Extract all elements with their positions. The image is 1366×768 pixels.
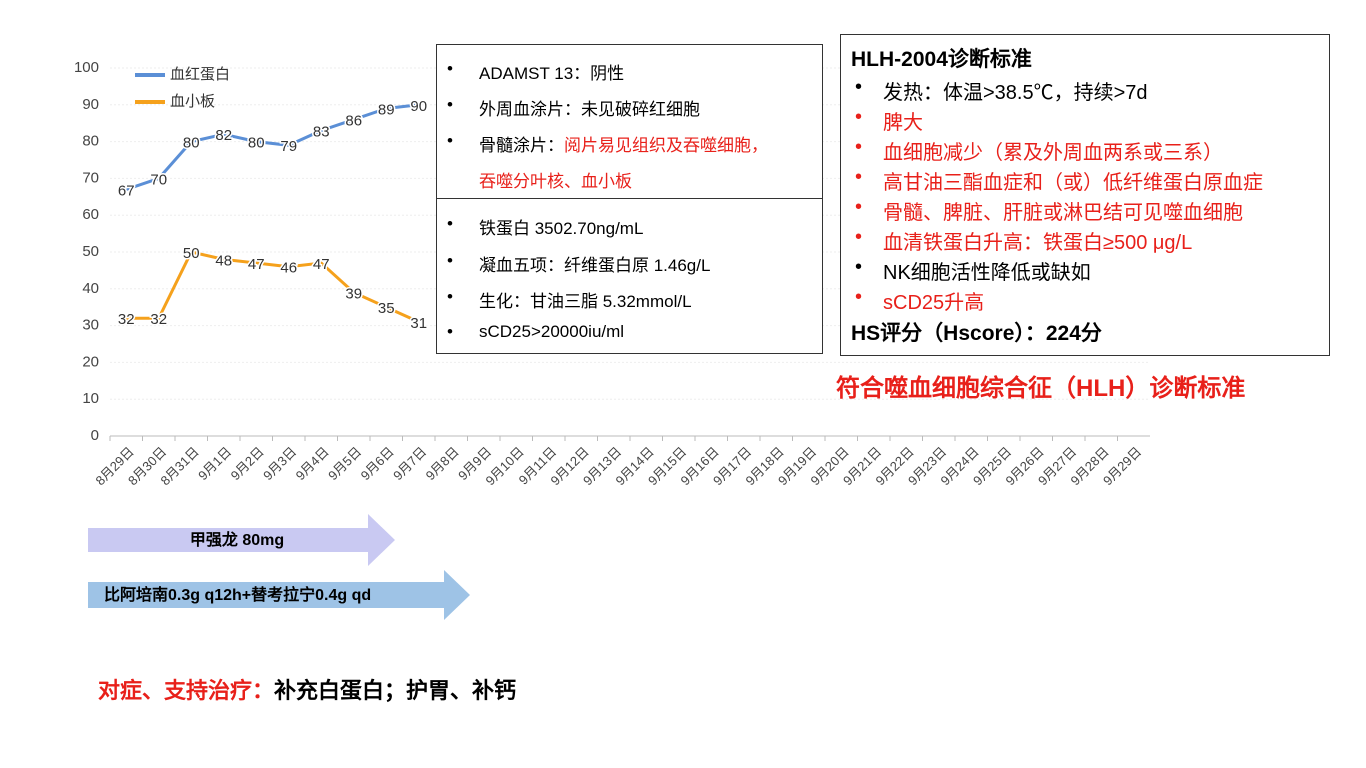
arrow-shape [88,514,395,566]
y-tick-label: 80 [82,133,99,150]
criteria-text: 发热：体温>38.5℃，持续>7d [883,82,1148,104]
lab-highlight: 阅片易见组织及吞噬细胞， [564,136,768,155]
data-label: 83 [313,124,330,141]
lab-item: • 外周血涂片：未见破碎红细胞 [447,95,700,119]
lab-text: 铁蛋白 3502.70ng/mL [479,219,644,238]
hscore: HS评分（Hscore）：224分 [851,322,1102,345]
x-tick-label: 9月3日 [260,444,299,483]
data-label: 47 [313,256,330,273]
data-label: 82 [215,127,232,144]
data-label: 32 [118,311,135,328]
arrow-label: 甲强龙 80mg [190,530,284,549]
treatment-label: 对症、支持治疗： [98,678,275,703]
arrow-label: 比阿培南0.3g q12h+替考拉宁0.4g qd [104,585,371,604]
lab-item: • ADAMST 13：阴性 [447,59,625,83]
lab-item: • 骨髓涂片：阅片易见组织及吞噬细胞， [447,131,768,155]
data-label: 86 [345,112,362,129]
lab-text: sCD25>20000iu/ml [479,322,625,341]
data-label: 90 [410,98,427,115]
data-label: 46 [280,260,297,277]
data-label: 47 [248,256,265,273]
x-tick-label: 9月2日 [228,444,267,483]
criteria-item: • 高甘油三酯血症和（或）低纤维蛋白原血症 [855,166,1263,194]
y-tick-label: 20 [82,353,99,370]
data-label: 79 [280,138,297,155]
data-label: 31 [410,315,427,332]
data-label: 70 [150,171,167,188]
lab-item: • 生化：甘油三脂 5.32mmol/L [447,287,692,311]
criteria-item: • 发热：体温>38.5℃，持续>7d [855,76,1148,104]
arrow-shape [88,570,470,620]
criteria-item: • NK细胞活性降低或缺如 [855,256,1091,284]
y-tick-label: 50 [82,243,99,260]
data-label: 35 [378,300,395,317]
x-tick-label: 9月6日 [358,444,397,483]
lab-text: 外周血涂片：未见破碎红细胞 [479,100,700,119]
lab-continuation: 吞噬分叶核、血小板 [479,172,632,191]
data-label: 67 [118,182,135,199]
lab-box: • 铁蛋白 3502.70ng/mL • 凝血五项：纤维蛋白原 1.46g/L • 生… [436,198,823,354]
lab-text: ADAMST 13：阴性 [479,64,625,83]
y-tick-label: 90 [82,96,99,113]
y-tick-label: 70 [82,169,99,186]
data-label: 39 [345,285,362,302]
data-label: 89 [378,101,395,118]
criteria-item: • 血清铁蛋白升高：铁蛋白≥500 μg/L [855,226,1193,254]
y-tick-label: 30 [82,317,99,334]
criteria-item: • 血细胞减少（累及外周血两系或三系） [855,136,1223,164]
series-line [125,103,419,191]
criteria-text: 血细胞减少（累及外周血两系或三系） [883,142,1223,164]
conclusion: 符合噬血细胞综合征（HLH）诊断标准 [836,375,1246,402]
criteria-title: HLH-2004诊断标准 [851,48,1032,71]
criteria-text: NK细胞活性降低或缺如 [883,262,1091,284]
criteria-text: sCD25升高 [883,292,985,314]
y-tick-label: 100 [74,59,99,76]
y-tick-label: 60 [82,206,99,223]
lab-text: 生化：甘油三脂 5.32mmol/L [479,292,692,311]
x-tick-label: 9月4日 [293,444,332,483]
y-tick-label: 0 [91,427,99,444]
criteria-text: 高甘油三酯血症和（或）低纤维蛋白原血症 [883,172,1263,194]
lab-item: • sCD25>20000iu/ml [447,322,625,341]
data-label: 50 [183,245,200,262]
treatment-text: 补充白蛋白；护胃、补钙 [274,678,517,703]
treatment: 对症、支持治疗：补充白蛋白；护胃、补钙 [98,673,516,705]
y-tick-label: 40 [82,280,99,297]
criteria-text: 骨髓、脾脏、肝脏或淋巴结可见噬血细胞 [883,202,1243,224]
criteria-text: 血清铁蛋白升高：铁蛋白≥500 μg/L [883,232,1193,254]
criteria-item: • sCD25升高 [855,286,985,314]
lab-box: • ADAMST 13：阴性 • 外周血涂片：未见破碎红细胞 • 骨髓涂片：阅片易见组… [436,44,823,199]
legend-label: 血红蛋白 [170,66,230,83]
lab-text: 凝血五项：纤维蛋白原 1.46g/L [479,256,711,275]
lab-item: • 凝血五项：纤维蛋白原 1.46g/L [447,251,711,275]
series-line [126,250,420,324]
legend-label: 血小板 [170,92,215,110]
criteria-item: • 骨髓、脾脏、肝脏或淋巴结可见噬血细胞 [855,196,1243,224]
criteria-text: 脾大 [883,112,923,134]
data-label: 48 [215,252,232,269]
data-label: 80 [183,135,200,152]
x-tick-label: 9月5日 [325,444,364,483]
x-tick-label: 9月8日 [423,444,462,483]
lab-text: 骨髓涂片： [479,136,564,155]
x-tick-label: 9月7日 [390,444,429,483]
criteria-item: • 脾大 [855,106,923,134]
lab-item: • 铁蛋白 3502.70ng/mL [447,214,644,238]
criteria-box: HLH-2004诊断标准 HS评分（Hscore）：224分 • 发热：体温>38… [840,34,1330,356]
x-tick-label: 9月1日 [195,444,234,483]
data-label: 32 [150,311,167,328]
y-tick-label: 10 [82,390,99,407]
data-label: 80 [248,135,265,152]
